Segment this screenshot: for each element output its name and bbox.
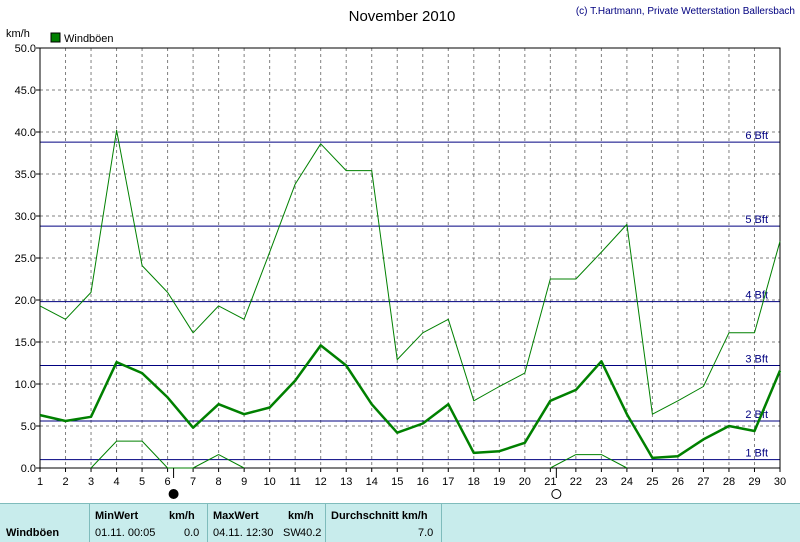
full-moon-icon	[551, 489, 562, 499]
x-tick-label: 5	[139, 476, 145, 488]
x-tick-label: 28	[723, 476, 735, 488]
y-tick-label: 35.0	[15, 169, 36, 181]
new-moon-icon	[168, 489, 179, 499]
x-tick-label: 16	[417, 476, 429, 488]
x-tick-label: 29	[748, 476, 760, 488]
copyright-text: (c) T.Hartmann, Private Wetterstation Ba…	[576, 6, 795, 17]
x-tick-label: 6	[165, 476, 171, 488]
x-tick-label: 22	[570, 476, 582, 488]
wind-gust-chart: November 2010 (c) T.Hartmann, Private We…	[6, 6, 795, 499]
max-column: MaxWert km/h 04.11. 12:30 SW 40.2	[207, 504, 326, 542]
bft-label: 2 Bft	[745, 409, 768, 421]
y-tick-label: 5.0	[21, 421, 36, 433]
x-tick-label: 13	[340, 476, 352, 488]
max-time: 04.11. 12:30	[213, 527, 274, 539]
avg-column: Durchschnitt km/h 7.0	[325, 504, 442, 542]
bft-label: 5 Bft	[745, 214, 768, 226]
x-tick-label: 27	[697, 476, 709, 488]
y-tick-label: 15.0	[15, 337, 36, 349]
x-tick-label: 19	[493, 476, 505, 488]
min-time: 01.11. 00:05	[95, 527, 156, 539]
x-tick-label: 20	[519, 476, 531, 488]
chart-title: November 2010	[349, 8, 456, 25]
x-tick-label: 14	[366, 476, 378, 488]
y-tick-label: 0.0	[21, 463, 36, 475]
x-tick-label: 15	[391, 476, 403, 488]
x-tick-label: 23	[595, 476, 607, 488]
y-tick-label: 30.0	[15, 211, 36, 223]
x-tick-label: 18	[468, 476, 480, 488]
max-value: 40.2	[300, 527, 322, 539]
x-tick-label: 30	[774, 476, 786, 488]
y-tick-label: 40.0	[15, 127, 36, 139]
bft-label: 3 Bft	[745, 354, 768, 366]
y-axis-unit: km/h	[6, 28, 30, 40]
series-line-max	[39, 129, 781, 415]
legend-label: Windböen	[64, 33, 114, 45]
x-tick-label: 26	[672, 476, 684, 488]
series-line-min	[90, 440, 245, 469]
x-tick-label: 4	[113, 476, 119, 488]
stats-table: Windböen MinWert km/h 01.11. 00:05 0.0 M…	[0, 503, 800, 542]
stats-empty-column	[441, 504, 800, 542]
y-tick-label: 10.0	[15, 379, 36, 391]
bft-label: 4 Bft	[745, 290, 768, 302]
x-tick-label: 21	[544, 476, 556, 488]
stats-row-label: Windböen	[6, 527, 60, 539]
max-direction: SW	[283, 527, 301, 539]
plot-area: 0.0 5.0 10.0 15.0 20.0 25.0 30.0 35.0 40.0 45.0 50…	[15, 43, 786, 499]
x-tick-label: 24	[621, 476, 633, 488]
avg-value: 7.0	[418, 527, 434, 539]
x-tick-label: 10	[264, 476, 276, 488]
min-header: MinWert	[95, 510, 139, 522]
x-tick-label: 8	[216, 476, 222, 488]
x-tick-label: 3	[88, 476, 94, 488]
x-tick-label: 11	[289, 476, 300, 488]
x-tick-label: 7	[190, 476, 196, 488]
legend-swatch	[50, 32, 61, 43]
max-unit: km/h	[288, 510, 314, 522]
x-tick-label: 25	[646, 476, 658, 488]
y-tick-label: 25.0	[15, 253, 36, 265]
x-tick-label: 17	[442, 476, 454, 488]
y-tick-label: 20.0	[15, 295, 36, 307]
x-tick-label: 9	[241, 476, 247, 488]
bft-label: 1 Bft	[745, 448, 768, 460]
avg-header: Durchschnitt km/h	[331, 510, 428, 522]
series-line-min	[550, 454, 628, 469]
y-tick-label: 45.0	[15, 85, 36, 97]
min-unit: km/h	[169, 510, 195, 522]
x-tick-label: 12	[315, 476, 327, 488]
min-column: MinWert km/h 01.11. 00:05 0.0	[89, 504, 208, 542]
series-line-avg	[39, 344, 782, 460]
y-tick-label: 50.0	[15, 43, 36, 55]
plot-frame	[39, 47, 781, 469]
min-value: 0.0	[184, 527, 200, 539]
bft-label: 6 Bft	[745, 130, 768, 142]
x-tick-label: 2	[62, 476, 68, 488]
x-tick-label: 1	[37, 476, 43, 488]
max-header: MaxWert	[213, 510, 259, 522]
